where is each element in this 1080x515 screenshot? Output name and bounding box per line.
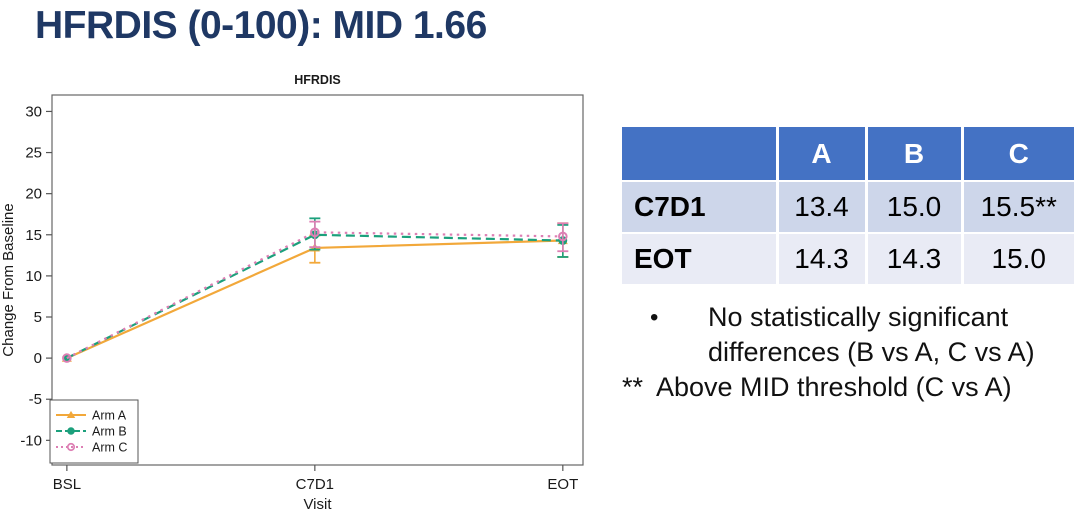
hfrdis-line-chart: HFRDIS -10 -5 0 5 10 15 20 25 30 BSL C7D1 EOT Visit Ch…: [0, 60, 612, 513]
table-cell: 15.0: [960, 232, 1074, 284]
svg-text:0: 0: [34, 350, 42, 367]
chart-legend: Arm A Arm B Arm C: [49, 399, 139, 464]
svg-text:Arm C: Arm C: [92, 441, 127, 455]
table-cell: 14.3: [864, 232, 962, 284]
bullet-text: No statistically significant differences…: [708, 302, 1035, 367]
footnote-item: ** Above MID threshold (C vs A): [622, 370, 1080, 405]
results-table: A B C C7D1 13.4 15.0 15.5** EOT 14.3 14.…: [622, 127, 1074, 284]
x-axis: BSL C7D1 EOT: [53, 465, 578, 493]
svg-text:20: 20: [25, 186, 42, 203]
bullet-icon: •: [650, 304, 659, 331]
table-header-arm-c: C: [960, 127, 1074, 181]
footnote-marker: **: [622, 372, 644, 402]
table-row-c7d1: C7D1 13.4 15.0 15.5**: [622, 180, 1074, 233]
svg-text:Arm A: Arm A: [92, 409, 127, 423]
svg-text:Arm B: Arm B: [92, 425, 127, 439]
slide-title: HFRDIS (0-100): MID 1.66: [35, 4, 487, 47]
table-cell: 15.0: [864, 180, 962, 233]
svg-text:15: 15: [25, 227, 42, 244]
table-cell: 15.5**: [960, 180, 1074, 233]
svg-text:5: 5: [34, 309, 42, 326]
table-row-eot: EOT 14.3 14.3 15.0: [622, 232, 1074, 284]
table-header-arm-a: A: [775, 127, 866, 181]
table-header-arm-b: B: [864, 127, 962, 181]
footnote-text: Above MID threshold (C vs A): [656, 372, 1012, 402]
svg-text:BSL: BSL: [53, 476, 81, 493]
table-row-label: C7D1: [622, 180, 777, 233]
plot-frame: [51, 94, 584, 466]
table-cell: 13.4: [775, 180, 866, 233]
svg-text:30: 30: [25, 103, 42, 120]
table-row-label: EOT: [622, 232, 777, 284]
svg-text:-5: -5: [29, 391, 42, 408]
chart-title: HFRDIS: [294, 73, 341, 87]
svg-text:10: 10: [25, 268, 42, 285]
series-arm-c: [62, 220, 569, 363]
bullet-item: • No statistically significant differenc…: [622, 300, 1080, 370]
table-header-blank: [622, 127, 777, 181]
notes-list: • No statistically significant differenc…: [622, 300, 1080, 405]
svg-text:-10: -10: [20, 432, 42, 449]
y-axis-label: Change From Baseline: [0, 203, 17, 356]
svg-text:C7D1: C7D1: [296, 476, 334, 493]
svg-text:25: 25: [25, 145, 42, 162]
chart-svg: HFRDIS -10 -5 0 5 10 15 20 25 30 BSL C7D1 EOT Visit Ch…: [0, 73, 584, 513]
x-axis-label: Visit: [303, 496, 332, 510]
svg-text:EOT: EOT: [547, 476, 578, 493]
y-axis: -10 -5 0 5 10 15 20 25 30: [20, 103, 52, 449]
legend-entry-arm-b: Arm B: [56, 425, 127, 439]
legend-entry-arm-c: Arm C: [56, 441, 127, 455]
table-header-row: A B C: [622, 127, 1074, 181]
table-cell: 14.3: [775, 232, 866, 284]
legend-entry-arm-a: Arm A: [56, 409, 127, 423]
